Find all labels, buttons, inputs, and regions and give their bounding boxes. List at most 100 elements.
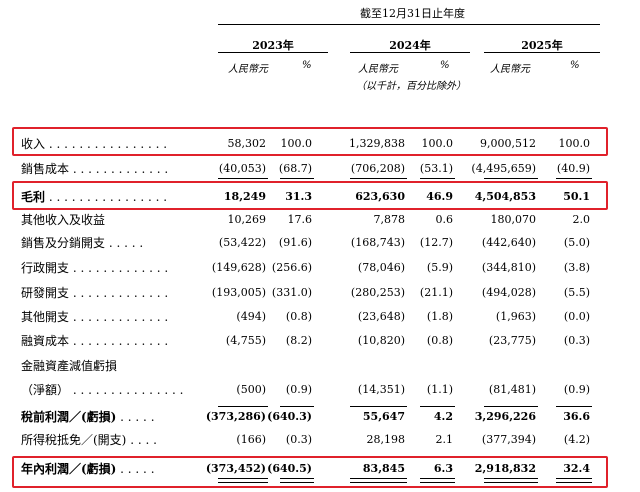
subtotal-rule [280, 456, 314, 457]
row-label-text: 銷售及分銷開支 [21, 236, 106, 250]
row-label-text: 毛利 [21, 190, 46, 204]
year-2023-header: 2023年 [252, 39, 294, 52]
row-label-text: （淨額） [21, 383, 70, 397]
subtotal-rule [420, 406, 455, 407]
cell-percent-2025: (5.5) [563, 286, 590, 299]
cell-amount-2024: 28,198 [366, 433, 406, 446]
row-label: 其他開支 . . . . . . . . . . . . . [21, 308, 168, 325]
year-2024-underline [350, 52, 470, 53]
cell-amount-2025: 9,000,512 [480, 137, 536, 150]
leader-dots: . . . . . [116, 410, 155, 424]
row-label: 毛利 . . . . . . . . . . . . . . . . [21, 188, 167, 205]
row-label-text: 金融資產減值虧損 [21, 359, 118, 373]
row-label: 金融資產減值虧損 [21, 357, 117, 374]
cell-percent-2025: (40.9) [556, 162, 590, 175]
cell-amount-2023: (149,628) [211, 261, 266, 274]
cell-percent-2025: 2.0 [572, 213, 591, 226]
row-label: 銷售成本 . . . . . . . . . . . . . [21, 160, 168, 177]
row-label: 收入 . . . . . . . . . . . . . . . . [21, 135, 167, 152]
cell-percent-2023: (8.2) [285, 334, 312, 347]
cell-amount-2023: (500) [236, 383, 266, 396]
subtotal-rule [484, 406, 538, 407]
cell-percent-2024: 2.1 [435, 433, 454, 446]
cell-percent-2025: 32.4 [563, 462, 590, 475]
row-label: 其他收入及收益 [21, 211, 105, 228]
cell-amount-2024: 55,647 [362, 410, 405, 423]
cell-amount-2023: (193,005) [211, 286, 266, 299]
cell-percent-2024: (12.7) [419, 236, 453, 249]
leader-dots: . . . . . . . . . . . . . [69, 310, 169, 324]
subtotal-rule [350, 178, 407, 179]
cell-amount-2025: (4,495,659) [471, 162, 536, 175]
leader-dots: . . . . . . . . . . . . . . . . [45, 137, 168, 151]
cell-amount-2025: 3,296,226 [474, 410, 536, 423]
leader-dots: . . . . . . . . . . . . . [69, 286, 169, 300]
cell-amount-2024: (10,820) [357, 334, 405, 347]
cell-amount-2024: 83,845 [362, 462, 405, 475]
unit-note: （以千計，百分比除外） [356, 81, 466, 92]
row-label: （淨額） . . . . . . . . . . . . . . . [21, 381, 183, 398]
cell-percent-2024: 0.6 [435, 213, 454, 226]
total-double-rule [280, 478, 314, 483]
year-2024-header: 2024年 [389, 39, 431, 52]
cell-amount-2023: 18,249 [223, 190, 266, 203]
year-2025-underline [484, 52, 600, 53]
row-label-text: 融資成本 [21, 334, 70, 348]
cell-percent-2023: (68.7) [278, 162, 312, 175]
leader-dots: . . . . . [105, 236, 144, 250]
cell-percent-2024: 100.0 [421, 137, 454, 150]
subtotal-rule [350, 406, 407, 407]
cell-amount-2023: (4,755) [225, 334, 266, 347]
cell-amount-2024: (706,208) [350, 162, 405, 175]
cell-amount-2023: 58,302 [227, 137, 267, 150]
cell-percent-2025: (0.0) [563, 310, 590, 323]
cell-percent-2025: 100.0 [558, 137, 591, 150]
total-double-rule [218, 478, 268, 483]
leader-dots: . . . . . . . . . . . . . [69, 334, 169, 348]
cell-percent-2025: (3.8) [563, 261, 590, 274]
period-header: 截至12月31日止年度 [360, 7, 465, 20]
leader-dots: . . . . . . . . . . . . . [69, 162, 169, 176]
cell-amount-2024: (280,253) [350, 286, 405, 299]
cell-amount-2024: 7,878 [373, 213, 406, 226]
cell-percent-2024: 4.2 [433, 410, 453, 423]
cell-percent-2024: (1.1) [426, 383, 453, 396]
cell-percent-2023: (640.5) [267, 462, 312, 475]
subtotal-rule [484, 456, 538, 457]
cell-percent-2023: (331.0) [271, 286, 312, 299]
cell-percent-2023: (91.6) [278, 236, 312, 249]
currency-label-2025: 人民幣元 [490, 64, 530, 75]
cell-amount-2023: (373,452) [205, 462, 266, 475]
cell-amount-2025: (494,028) [481, 286, 536, 299]
row-label: 所得稅抵免／(開支) . . . . [21, 431, 157, 448]
currency-label-2023: 人民幣元 [228, 64, 268, 75]
row-label-text: 收入 [21, 137, 46, 151]
cell-percent-2025: 50.1 [563, 190, 590, 203]
subtotal-rule [218, 178, 268, 179]
cell-percent-2025: (4.2) [563, 433, 590, 446]
cell-percent-2023: (640.3) [267, 410, 312, 423]
cell-percent-2025: (0.9) [563, 383, 590, 396]
subtotal-rule [280, 406, 314, 407]
row-label-text: 其他開支 [21, 310, 70, 324]
total-double-rule [350, 478, 407, 483]
leader-dots: . . . . . . . . . . . . . [69, 261, 169, 275]
subtotal-rule [280, 178, 314, 179]
subtotal-rule [556, 178, 592, 179]
cell-amount-2024: 1,329,838 [349, 137, 405, 150]
row-label: 稅前利潤／(虧損) . . . . . [21, 408, 155, 425]
cell-amount-2025: 2,918,832 [474, 462, 536, 475]
cell-percent-2023: (0.3) [285, 433, 312, 446]
cell-amount-2025: (81,481) [488, 383, 536, 396]
percent-label-2024: % [440, 60, 450, 71]
cell-percent-2023: (0.9) [285, 383, 312, 396]
subtotal-rule [556, 406, 592, 407]
cell-amount-2025: (344,810) [481, 261, 536, 274]
cell-percent-2023: (256.6) [271, 261, 312, 274]
cell-amount-2024: (23,648) [357, 310, 405, 323]
cell-amount-2025: 4,504,853 [474, 190, 536, 203]
cell-percent-2023: 100.0 [280, 137, 313, 150]
row-label-text: 研發開支 [21, 286, 70, 300]
cell-percent-2024: (21.1) [419, 286, 453, 299]
cell-amount-2024: (14,351) [357, 383, 405, 396]
